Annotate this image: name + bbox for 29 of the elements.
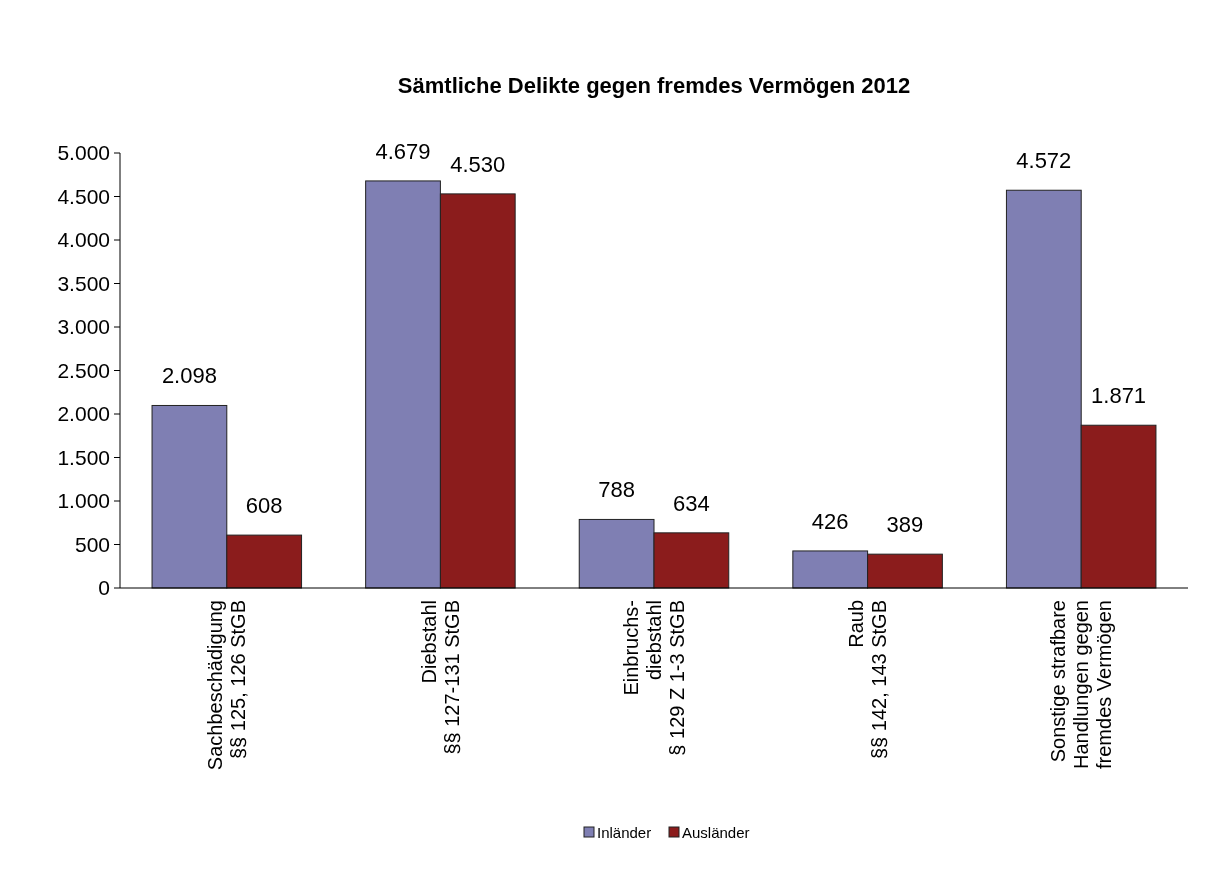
y-tick-label: 0: [98, 576, 110, 600]
y-tick-label: 4.000: [57, 228, 110, 252]
data-label: 608: [245, 493, 283, 519]
x-tick-label: Diebstahl §§ 127-131 StGB: [417, 600, 463, 755]
y-tick-label: 2.500: [57, 358, 110, 382]
y-tick-label: 5.000: [57, 141, 110, 165]
data-label: 634: [673, 490, 710, 516]
data-label: 4.679: [375, 138, 431, 164]
y-tick-label: 3.500: [57, 271, 110, 295]
legend-label: Inländer: [597, 824, 652, 842]
x-tick-label: Raub §§ 142, 143 StGB: [845, 600, 891, 760]
y-tick-label: 3.000: [57, 315, 110, 339]
data-label: 389: [886, 512, 924, 538]
data-label: 788: [598, 477, 635, 503]
x-tick-label: Sachbeschädigung §§ 125, 126 StGB: [204, 600, 250, 771]
legend-label: Ausländer: [682, 824, 750, 842]
y-tick-label: 1.500: [57, 445, 110, 469]
data-label: 4.530: [450, 151, 506, 177]
data-label: 1.871: [1091, 383, 1147, 409]
data-label: 2.098: [161, 363, 217, 389]
data-label: 4.572: [1016, 148, 1072, 174]
y-tick-label: 500: [74, 532, 110, 556]
data-label: 426: [811, 508, 849, 534]
x-tick-label: Sonstige strafbare Handlungen gegen fremdes Vermögen: [1047, 600, 1116, 770]
y-tick-label: 4.500: [57, 184, 110, 208]
x-tick-label: Einbruchs- diebstahl § 129 Z 1-3 StGB: [620, 600, 688, 756]
y-tick-label: 2.000: [57, 402, 110, 426]
chart-title: Sämtliche Delikte gegen fremdes Vermögen 2012: [397, 73, 911, 98]
y-tick-label: 1.000: [57, 489, 110, 513]
